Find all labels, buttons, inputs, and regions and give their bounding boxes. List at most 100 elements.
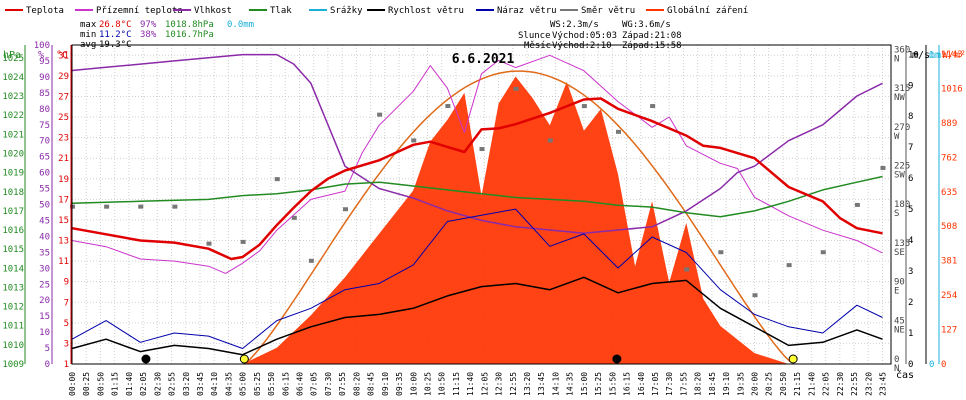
wind-direction-tick-label: 360 <box>894 45 910 55</box>
humidity-tick-label: 60 <box>39 169 50 179</box>
wind-speed-tick-label: 6 <box>908 174 913 184</box>
x-tick-label: 11:40 <box>466 372 475 396</box>
wind-direction-point <box>616 129 621 134</box>
clear-sky-radiation-curve <box>243 70 791 365</box>
wind-direction-tick-label: 180 <box>894 200 910 210</box>
x-tick-label: 10:00 <box>409 372 418 396</box>
x-tick-label: 04:35 <box>224 372 233 396</box>
x-tick-label: 07:30 <box>324 372 333 396</box>
temperature-tick-label: 13 <box>58 237 69 247</box>
wind-direction-point <box>274 177 280 182</box>
humidity-tick-label: 80 <box>39 105 50 115</box>
x-tick-label: 00:00 <box>68 372 77 396</box>
x-tick-label: 17:05 <box>651 372 660 396</box>
radiation-tick-label: 889 <box>941 119 957 129</box>
wind-direction-point <box>854 202 860 207</box>
humidity-tick-label: 85 <box>39 89 50 99</box>
wind-direction-point <box>445 104 451 109</box>
radiation-tick-label: 254 <box>941 291 957 301</box>
wind-speed-tick-label: 1 <box>908 329 913 339</box>
x-tick-label: 18:45 <box>708 372 717 396</box>
pressure-tick-label: 1018 <box>2 188 24 198</box>
humidity-tick-label: 90 <box>39 73 50 83</box>
stats-max-rain: 0.0mm <box>227 20 254 30</box>
wind-direction-point <box>172 204 178 209</box>
pressure-tick-label: 1013 <box>2 283 24 293</box>
unit-wm2: W/m² <box>942 50 966 61</box>
temperature-tick-label: 5 <box>64 319 69 329</box>
temperature-tick-label: 25 <box>58 113 69 123</box>
sunrise-marker <box>239 354 249 364</box>
temperature-tick-label: 9 <box>64 278 69 288</box>
wind-direction-point <box>718 250 724 255</box>
stats-min-press: 1016.7hPa <box>165 30 214 40</box>
wind-direction-letter: W <box>894 132 900 142</box>
x-tick-label: 15:00 <box>580 372 589 396</box>
wind-direction-point <box>206 241 212 246</box>
wind-direction-tick-label: 315 <box>894 84 910 94</box>
temperature-tick-label: 23 <box>58 134 69 144</box>
humidity-tick-label: 70 <box>39 137 50 147</box>
wind-direction-point <box>513 86 519 91</box>
x-tick-label: 07:55 <box>338 372 347 396</box>
wind-direction-point <box>104 204 110 209</box>
radiation-tick-label: 0 <box>941 360 946 370</box>
humidity-tick-label: 45 <box>39 216 50 226</box>
pressure-tick-label: 1025 <box>2 54 24 64</box>
plot-frame <box>71 44 892 365</box>
temperature-tick-label: 19 <box>58 175 69 185</box>
temperature-tick-label: 1 <box>64 360 69 370</box>
x-tick-label: 10:50 <box>438 372 447 396</box>
unit-hpa: hPa <box>3 50 21 61</box>
x-tick-label: 05:50 <box>267 372 276 396</box>
radiation-area <box>242 76 789 364</box>
temperature-tick-label: 3 <box>64 339 69 349</box>
legend-label: Teplota <box>26 6 64 16</box>
wind-direction-tick-label: 225 <box>894 162 910 172</box>
wind-direction-point <box>684 267 690 272</box>
stats-max-press: 1018.8hPa <box>165 20 214 30</box>
x-tick-label: 13:45 <box>537 372 546 396</box>
wind-direction-point <box>479 147 485 152</box>
pressure-line <box>71 175 883 218</box>
wind-direction-point <box>138 204 144 209</box>
x-tick-label: 06:15 <box>281 372 290 396</box>
humidity-tick-label: 25 <box>39 280 50 290</box>
wind-speed-tick-label: 5 <box>908 205 913 215</box>
x-tick-label: 17:55 <box>679 372 688 396</box>
wind-direction-letter: S <box>894 209 899 219</box>
wind-direction-point <box>377 112 383 117</box>
wind-direction-letter: N <box>894 54 899 64</box>
stats-min-hum: 38% <box>140 30 157 40</box>
wind-direction-tick-label: 45 <box>894 316 905 326</box>
x-tick-label: 17:30 <box>665 372 674 396</box>
radiation-tick-label: 127 <box>941 326 957 336</box>
ground-temperature-line <box>71 54 883 274</box>
radiation-tick-label: 635 <box>941 188 957 198</box>
wind-direction-point <box>291 215 297 220</box>
x-tick-label: 16:40 <box>637 372 646 396</box>
x-tick-label: 00:25 <box>82 372 91 396</box>
humidity-tick-label: 40 <box>39 232 50 242</box>
radiation-tick-label: 508 <box>941 222 957 232</box>
moon-set: Západ:15:58 <box>622 41 682 51</box>
stats-max-label: max <box>80 20 97 30</box>
humidity-tick-label: 50 <box>39 201 50 211</box>
wind-direction-tick-label: 90 <box>894 278 905 288</box>
sun-label: Slunce <box>518 31 551 41</box>
x-tick-label: 18:20 <box>694 372 703 396</box>
wind-gust-line <box>71 208 883 349</box>
temperature-tick-label: 11 <box>58 257 69 267</box>
x-tick-label: 03:20 <box>182 372 191 396</box>
temperature-line <box>71 97 883 261</box>
x-tick-label: 22:30 <box>836 372 845 396</box>
stats-block: max 26.8°C 97% 1018.8hPa 0.0mm min 11.2°… <box>80 20 254 50</box>
x-tick-label: 19:35 <box>736 372 745 396</box>
pressure-tick-label: 1022 <box>2 111 24 121</box>
stats-avg-temp: 19.3°C <box>99 40 132 50</box>
humidity-tick-label: 0 <box>45 360 50 370</box>
wind-direction-point <box>547 138 553 143</box>
x-tick-label: 22:55 <box>850 372 859 396</box>
legend-label: Vlhkost <box>194 6 232 16</box>
